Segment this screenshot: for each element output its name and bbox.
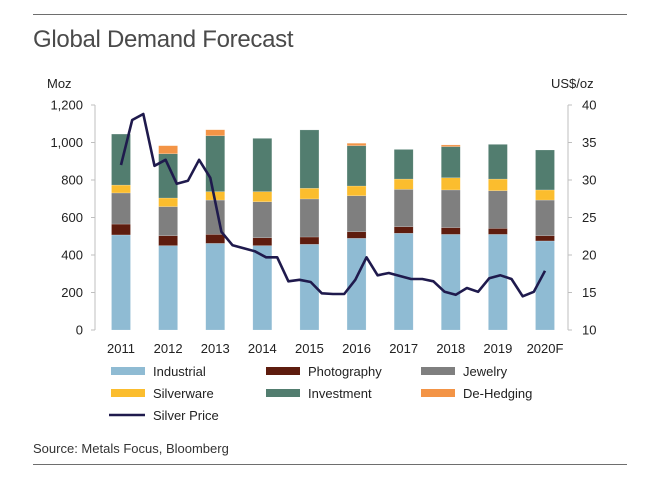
bar-segment-investment-2016	[346, 145, 367, 187]
bar-segment-investment-2019	[488, 144, 508, 180]
left-tick-label: 800	[61, 173, 83, 188]
right-tick-label: 25	[582, 210, 596, 225]
bar-segment-industrial-2012	[158, 245, 178, 331]
bar-segment-jewelry-2016	[346, 195, 367, 232]
left-tick-label: 200	[61, 285, 83, 300]
bar-segment-photography-2012	[158, 235, 178, 246]
bar-segment-photography-2020F	[535, 235, 555, 242]
silver-price-line	[119, 112, 547, 298]
legend-label-silver-price: Silver Price	[153, 408, 219, 423]
bar-segment-de-hedging-2013	[205, 129, 225, 136]
bar-segment-silverware-2014	[252, 191, 273, 202]
bottom-rule	[33, 464, 627, 465]
right-tick-label: 10	[582, 323, 596, 338]
bar-segment-jewelry-2018	[441, 189, 461, 228]
bar-segment-investment-2012	[158, 153, 178, 199]
bar-segment-photography-2016	[346, 231, 367, 239]
bar-segment-silverware-2011	[111, 184, 131, 194]
bar-segment-silverware-2019	[488, 178, 508, 191]
bar-segment-jewelry-2011	[111, 192, 131, 225]
bar-segment-photography-2017	[393, 226, 414, 234]
bar-segment-photography-2013	[205, 234, 225, 244]
x-tick-label: 2012	[154, 341, 183, 356]
source-note: Source: Metals Focus, Bloomberg	[33, 441, 229, 456]
legend-swatch-industrial	[111, 367, 145, 375]
bar-segment-investment-2017	[393, 149, 414, 180]
bar-segment-investment-2013	[205, 135, 225, 192]
legend-swatch-de-hedging	[421, 389, 455, 397]
right-tick-label: 30	[582, 173, 596, 188]
x-tick-label: 2013	[201, 341, 230, 356]
legend-label-de-hedging: De-Hedging	[463, 386, 532, 401]
bar-segment-jewelry-2014	[252, 201, 273, 238]
bar-segment-photography-2019	[488, 228, 508, 235]
left-tick-label: 1,000	[50, 135, 83, 150]
right-tick-label: 15	[582, 285, 596, 300]
bar-segment-silverware-2017	[393, 178, 414, 190]
top-rule	[33, 14, 627, 15]
bar-segment-de-hedging-2016	[346, 143, 367, 146]
bar-segment-investment-2018	[441, 146, 461, 178]
bar-segment-silverware-2015	[299, 188, 320, 200]
right-axis-unit-label: US$/oz	[551, 76, 594, 91]
x-tick-label: 2015	[295, 341, 324, 356]
x-tick-label: 2016	[342, 341, 371, 356]
left-tick-label: 400	[61, 248, 83, 263]
left-tick-label: 1,200	[50, 98, 83, 113]
x-tick-label: 2011	[107, 341, 135, 356]
x-tick-label: 2019	[483, 341, 512, 356]
legend-swatch-jewelry	[421, 367, 455, 375]
bar-segment-silverware-2020F	[535, 189, 555, 201]
legend-swatch-investment	[266, 389, 300, 397]
bar-segment-photography-2018	[441, 227, 461, 235]
left-axis-unit-label: Moz	[47, 76, 72, 91]
bar-segment-industrial-2013	[205, 243, 225, 331]
bar-segment-industrial-2017	[393, 233, 414, 331]
x-tick-label: 2014	[248, 341, 277, 356]
chart-title: Global Demand Forecast	[33, 26, 294, 53]
price-line-group	[119, 112, 547, 298]
bar-segment-photography-2011	[111, 223, 131, 236]
bar-segment-photography-2014	[252, 237, 273, 246]
right-tick-label: 40	[582, 98, 596, 113]
legend-label-investment: Investment	[308, 386, 372, 401]
axes-group: 2011 2012 2013 2014 2015 2016 2017 2018 2019 2020…	[47, 76, 596, 356]
bar-segment-industrial-2016	[346, 238, 367, 331]
bars-group	[111, 129, 555, 331]
bar-segment-de-hedging-2018	[441, 144, 461, 147]
legend-label-industrial: Industrial	[153, 364, 206, 379]
right-tick-label: 35	[582, 135, 596, 150]
bar-segment-industrial-2011	[111, 234, 131, 331]
bar-segment-jewelry-2015	[299, 198, 320, 238]
bar-segment-industrial-2019	[488, 234, 508, 331]
x-tick-label: 2017	[389, 341, 418, 356]
bar-segment-investment-2020F	[535, 149, 555, 191]
bar-segment-investment-2015	[299, 129, 320, 189]
legend-label-silverware: Silverware	[153, 386, 214, 401]
bar-segment-jewelry-2012	[158, 206, 178, 236]
left-tick-label: 600	[61, 210, 83, 225]
bar-segment-silverware-2012	[158, 197, 178, 207]
bar-segment-jewelry-2020F	[535, 199, 555, 236]
bar-segment-silverware-2016	[346, 185, 367, 196]
bar-segment-photography-2015	[299, 236, 320, 245]
legend-swatch-silverware	[111, 389, 145, 397]
bar-segment-silverware-2018	[441, 177, 461, 191]
x-tick-label: 2020F	[527, 341, 564, 356]
bar-segment-industrial-2018	[441, 234, 461, 331]
legend-group: Industrial Photography Jewelry Silverware In…	[109, 364, 532, 423]
bar-segment-jewelry-2019	[488, 190, 508, 229]
left-tick-label: 0	[76, 323, 83, 338]
bar-segment-investment-2014	[252, 138, 273, 192]
right-tick-label: 20	[582, 248, 596, 263]
legend-label-jewelry: Jewelry	[463, 364, 508, 379]
bar-segment-de-hedging-2012	[158, 145, 178, 154]
bar-segment-jewelry-2017	[393, 189, 414, 227]
legend-swatch-photography	[266, 367, 300, 375]
x-tick-label: 2018	[436, 341, 465, 356]
legend-label-photography: Photography	[308, 364, 382, 379]
